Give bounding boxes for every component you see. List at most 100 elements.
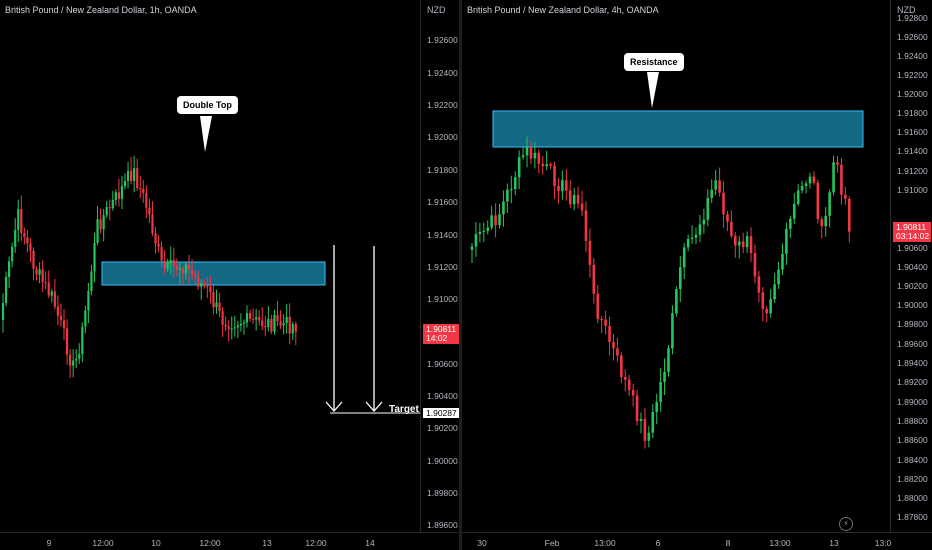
candle xyxy=(218,292,221,318)
candle xyxy=(639,412,643,434)
candle-body xyxy=(612,341,615,349)
candle-body xyxy=(96,219,99,243)
candle-body xyxy=(836,162,839,165)
candle xyxy=(8,256,11,289)
candle-body xyxy=(734,235,737,246)
candle xyxy=(576,186,580,209)
resistance-zone xyxy=(492,110,864,148)
candle xyxy=(781,243,784,276)
candle xyxy=(753,244,757,284)
candle-body xyxy=(157,243,160,247)
chart-pane-4h[interactable]: British Pound / New Zealand Dollar, 4h, … xyxy=(462,0,932,550)
candle-body xyxy=(142,188,145,193)
left-price-tick: 1.91600 xyxy=(427,197,458,207)
time-axis-1h[interactable]: 9 12:00 10 12:00 13 12:00 14 xyxy=(0,532,459,550)
candle-body xyxy=(474,234,478,247)
candle-body xyxy=(32,250,35,270)
candle-body xyxy=(117,192,120,199)
candle-body xyxy=(123,180,127,187)
candle-body xyxy=(197,276,200,287)
candle-body xyxy=(545,164,548,167)
right-price-tick: 1.88600 xyxy=(897,435,928,445)
candle-body xyxy=(50,291,53,296)
right-price-tick: 1.90400 xyxy=(897,262,928,272)
candle-body xyxy=(765,308,769,314)
candle xyxy=(11,242,14,268)
candle-body xyxy=(659,381,662,403)
candle-body xyxy=(267,318,270,328)
candle xyxy=(816,179,820,224)
candle xyxy=(227,320,230,342)
right-time-label: 13:00 xyxy=(594,538,616,548)
candle xyxy=(675,286,678,317)
right-price-tick: 1.90600 xyxy=(897,243,928,253)
candle xyxy=(494,203,497,238)
pane-divider[interactable] xyxy=(459,0,462,550)
right-price-tick: 1.91800 xyxy=(897,108,928,118)
candle-body xyxy=(576,194,580,204)
candle xyxy=(75,349,78,369)
candle xyxy=(549,162,552,169)
chart-pane-1h[interactable]: British Pound / New Zealand Dollar, 1h, … xyxy=(0,0,459,550)
candle xyxy=(620,352,623,384)
candle xyxy=(35,266,38,281)
price-axis-4h[interactable]: NZD 1.92800 1.92600 1.92400 1.92200 1.92000 1… xyxy=(890,0,932,532)
left-price-tick: 1.90000 xyxy=(427,456,458,466)
candle xyxy=(474,221,478,257)
double-top-callout: Double Top xyxy=(177,96,238,114)
right-price-tick: 1.92600 xyxy=(897,32,928,42)
candle xyxy=(276,301,279,327)
candle-body xyxy=(1,303,5,320)
right-time-label: 13:0 xyxy=(874,538,892,548)
right-price-tick: 1.89600 xyxy=(897,339,928,349)
candle xyxy=(200,279,203,300)
candle-body xyxy=(627,379,631,390)
candle xyxy=(267,305,270,332)
right-time-label: 6 xyxy=(655,538,661,548)
candle-body xyxy=(14,229,17,247)
time-axis-4h[interactable]: 30 Feb 13:00 6 8 13:00 13 13:0 xyxy=(462,532,932,550)
candle xyxy=(117,178,120,207)
candle-body xyxy=(90,271,93,292)
candle-body xyxy=(273,314,276,332)
candle-body xyxy=(631,389,635,396)
candle xyxy=(718,167,721,197)
chart-title-1h: British Pound / New Zealand Dollar, 1h, … xyxy=(5,5,197,15)
candle xyxy=(600,316,603,334)
right-price-tick: 1.89400 xyxy=(897,358,928,368)
candle-body xyxy=(620,355,623,377)
candle-body xyxy=(178,268,181,270)
lightning-icon[interactable]: ⚡ xyxy=(839,517,853,531)
candle-body xyxy=(470,246,474,250)
candle-body xyxy=(99,219,102,230)
candle-body xyxy=(255,317,258,320)
price-axis-1h[interactable]: NZD 1.92600 1.92400 1.92200 1.92000 1.91800 1… xyxy=(420,0,459,532)
candle-body xyxy=(81,326,84,355)
candle xyxy=(255,308,258,331)
candle xyxy=(145,185,148,219)
candle-body xyxy=(233,327,236,329)
right-price-tick: 1.92800 xyxy=(897,13,928,23)
right-price-tick: 1.91400 xyxy=(897,146,928,156)
candle xyxy=(844,186,847,205)
candle-body xyxy=(777,269,780,285)
candle-body xyxy=(151,214,154,234)
candle xyxy=(194,270,197,285)
candle xyxy=(568,180,572,209)
candle xyxy=(580,190,584,217)
candle-body xyxy=(285,316,288,324)
candle xyxy=(184,262,188,280)
candle xyxy=(99,208,102,234)
candle-body xyxy=(84,310,87,327)
candle xyxy=(50,288,53,303)
candle-body xyxy=(592,264,596,294)
candle xyxy=(706,189,710,227)
right-price-tick: 1.91200 xyxy=(897,166,928,176)
candle-body xyxy=(53,291,56,307)
candle-body xyxy=(218,302,221,312)
candle xyxy=(804,180,808,194)
candle-body xyxy=(568,190,572,205)
left-price-tick: 1.91400 xyxy=(427,230,458,240)
candle xyxy=(726,210,729,231)
candle-body xyxy=(792,203,796,219)
